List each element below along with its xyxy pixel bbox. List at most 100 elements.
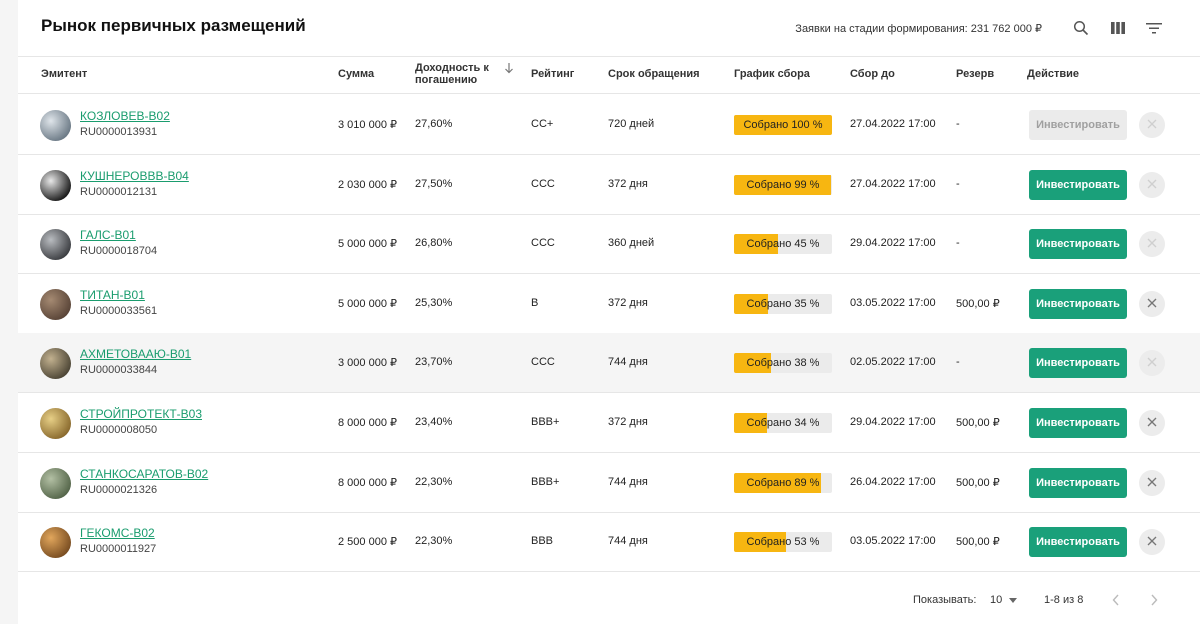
table-header: Эмитент Сумма Доходность к погашению Рей…	[18, 56, 1200, 94]
rating-cell: CCC	[531, 178, 555, 190]
issuer-name-link[interactable]: ГЕКОМС-B02	[80, 526, 155, 540]
progress-label: Собрано 38 %	[746, 357, 820, 369]
column-sum[interactable]: Сумма	[338, 68, 375, 80]
deadline-cell: 27.04.2022 17:00	[850, 178, 936, 190]
issuer-isin: RU0000011927	[80, 543, 157, 555]
reserve-cell: 500,00 ₽	[956, 417, 1000, 429]
cancel-button[interactable]	[1139, 529, 1165, 555]
cancel-button[interactable]	[1139, 410, 1165, 436]
page-size-select[interactable]: 10	[990, 594, 1018, 606]
issuer-name-link[interactable]: СТАНКОСАРАТОВ-B02	[80, 467, 209, 481]
invest-button[interactable]: Инвестировать	[1029, 468, 1127, 498]
sum-cell: 8 000 000 ₽	[338, 417, 397, 429]
column-action: Действие	[1027, 68, 1079, 80]
next-page-icon[interactable]	[1150, 593, 1158, 611]
issuer-name-link[interactable]: АХМЕТОВААЮ-B01	[80, 347, 192, 361]
page-header: Рынок первичных размещений Заявки на ста…	[18, 0, 1200, 56]
term-cell: 372 дня	[608, 178, 648, 190]
invest-button[interactable]: Инвестировать	[1029, 408, 1127, 438]
table-row[interactable]: КУШНЕРОВВВ-B04 RU0000012131 2 030 000 ₽ 27,…	[18, 155, 1200, 215]
progress-label: Собрано 99 %	[746, 179, 820, 191]
term-cell: 744 дня	[608, 476, 648, 488]
yield-cell: 27,60%	[415, 118, 453, 130]
issuer-avatar	[40, 170, 71, 201]
invest-button[interactable]: Инвестировать	[1029, 289, 1127, 319]
sum-cell: 5 000 000 ₽	[338, 238, 397, 250]
filter-icon[interactable]	[1144, 18, 1164, 38]
yield-cell: 23,70%	[415, 356, 453, 368]
progress-label: Собрано 34 %	[746, 417, 820, 429]
reserve-cell: 500,00 ₽	[956, 536, 1000, 548]
rating-cell: BBB+	[531, 416, 560, 428]
table-row[interactable]: ГЕКОМС-B02 RU0000011927 2 500 000 ₽ 22,30% B…	[18, 512, 1200, 572]
progress-bar: Собрано 99 %	[734, 175, 832, 195]
progress-bar-fill	[734, 115, 832, 135]
term-cell: 744 дня	[608, 535, 648, 547]
sort-arrow-down-icon[interactable]	[504, 61, 514, 79]
table-row[interactable]: АХМЕТОВААЮ-B01 RU0000033844 3 000 000 ₽ 23,…	[18, 333, 1200, 393]
term-cell: 372 дня	[608, 297, 648, 309]
issuer-isin: RU0000021326	[80, 484, 158, 496]
yield-cell: 27,50%	[415, 178, 453, 190]
offerings-card: Рынок первичных размещений Заявки на ста…	[18, 0, 1200, 624]
close-icon	[1147, 354, 1157, 372]
issuer-name-link[interactable]: КОЗЛОВЕВ-B02	[80, 109, 170, 123]
column-progress[interactable]: График сбора	[734, 68, 810, 80]
cancel-button[interactable]	[1139, 112, 1165, 138]
cancel-button[interactable]	[1139, 350, 1165, 376]
page-size-label: Показывать:	[913, 594, 977, 606]
term-cell: 744 дня	[608, 356, 648, 368]
invest-button[interactable]: Инвестировать	[1029, 229, 1127, 259]
issuer-name-link[interactable]: СТРОЙПРОТЕКТ-B03	[80, 407, 202, 421]
column-rating[interactable]: Рейтинг	[531, 68, 575, 80]
table-row[interactable]: ТИТАН-B01 RU0000033561 5 000 000 ₽ 25,30% B 3…	[18, 274, 1200, 334]
prev-page-icon[interactable]	[1112, 593, 1120, 611]
table-row[interactable]: КОЗЛОВЕВ-B02 RU0000013931 3 010 000 ₽ 27,60…	[18, 95, 1200, 155]
reserve-cell: -	[956, 356, 960, 368]
yield-cell: 22,30%	[415, 476, 453, 488]
issuer-avatar	[40, 468, 71, 499]
invest-button[interactable]: Инвестировать	[1029, 527, 1127, 557]
issuer-name-link[interactable]: КУШНЕРОВВВ-B04	[80, 169, 189, 183]
term-cell: 360 дней	[608, 237, 655, 249]
column-reserve[interactable]: Резерв	[956, 68, 995, 80]
issuer-isin: RU0000012131	[80, 186, 158, 198]
table-row[interactable]: СТРОЙПРОТЕКТ-B03 RU0000008050 8 000 000 ₽ 2…	[18, 393, 1200, 453]
cancel-button[interactable]	[1139, 231, 1165, 257]
issuer-isin: RU0000033561	[80, 305, 158, 317]
issuer-avatar	[40, 408, 71, 439]
progress-bar-fill	[734, 413, 768, 433]
sum-cell: 2 030 000 ₽	[338, 179, 397, 191]
cancel-button[interactable]	[1139, 291, 1165, 317]
columns-icon[interactable]	[1108, 18, 1128, 38]
cancel-button[interactable]	[1139, 172, 1165, 198]
deadline-cell: 29.04.2022 17:00	[850, 416, 936, 428]
yield-cell: 26,80%	[415, 237, 453, 249]
column-issuer[interactable]: Эмитент	[41, 68, 88, 80]
progress-bar: Собрано 34 %	[734, 413, 832, 433]
yield-cell: 23,40%	[415, 416, 453, 428]
invest-button[interactable]: Инвестировать	[1029, 348, 1127, 378]
rating-cell: B	[531, 297, 539, 309]
sum-cell: 3 000 000 ₽	[338, 357, 397, 369]
table-row[interactable]: СТАНКОСАРАТОВ-B02 RU0000021326 8 000 000 ₽…	[18, 453, 1200, 513]
deadline-cell: 29.04.2022 17:00	[850, 237, 936, 249]
deadline-cell: 02.05.2022 17:00	[850, 356, 936, 368]
progress-bar: Собрано 53 %	[734, 532, 832, 552]
column-term[interactable]: Срок обращения	[608, 68, 700, 80]
invest-button[interactable]: Инвестировать	[1029, 170, 1127, 200]
table-row[interactable]: ГАЛС-B01 RU0000018704 5 000 000 ₽ 26,80% CCC…	[18, 214, 1200, 274]
invest-button[interactable]: Инвестировать	[1029, 110, 1127, 140]
search-icon[interactable]	[1071, 18, 1091, 38]
yield-cell: 22,30%	[415, 535, 453, 547]
issuer-name-link[interactable]: ТИТАН-B01	[80, 288, 145, 302]
issuer-name-link[interactable]: ГАЛС-B01	[80, 228, 136, 242]
reserve-cell: 500,00 ₽	[956, 298, 1000, 310]
column-yield[interactable]: Доходность к погашению	[415, 62, 489, 86]
page-range: 1-8 из 8	[1044, 594, 1084, 606]
issuer-isin: RU0000008050	[80, 424, 158, 436]
sum-cell: 5 000 000 ₽	[338, 298, 397, 310]
yield-cell: 25,30%	[415, 297, 453, 309]
column-deadline[interactable]: Сбор до	[850, 68, 895, 80]
cancel-button[interactable]	[1139, 470, 1165, 496]
